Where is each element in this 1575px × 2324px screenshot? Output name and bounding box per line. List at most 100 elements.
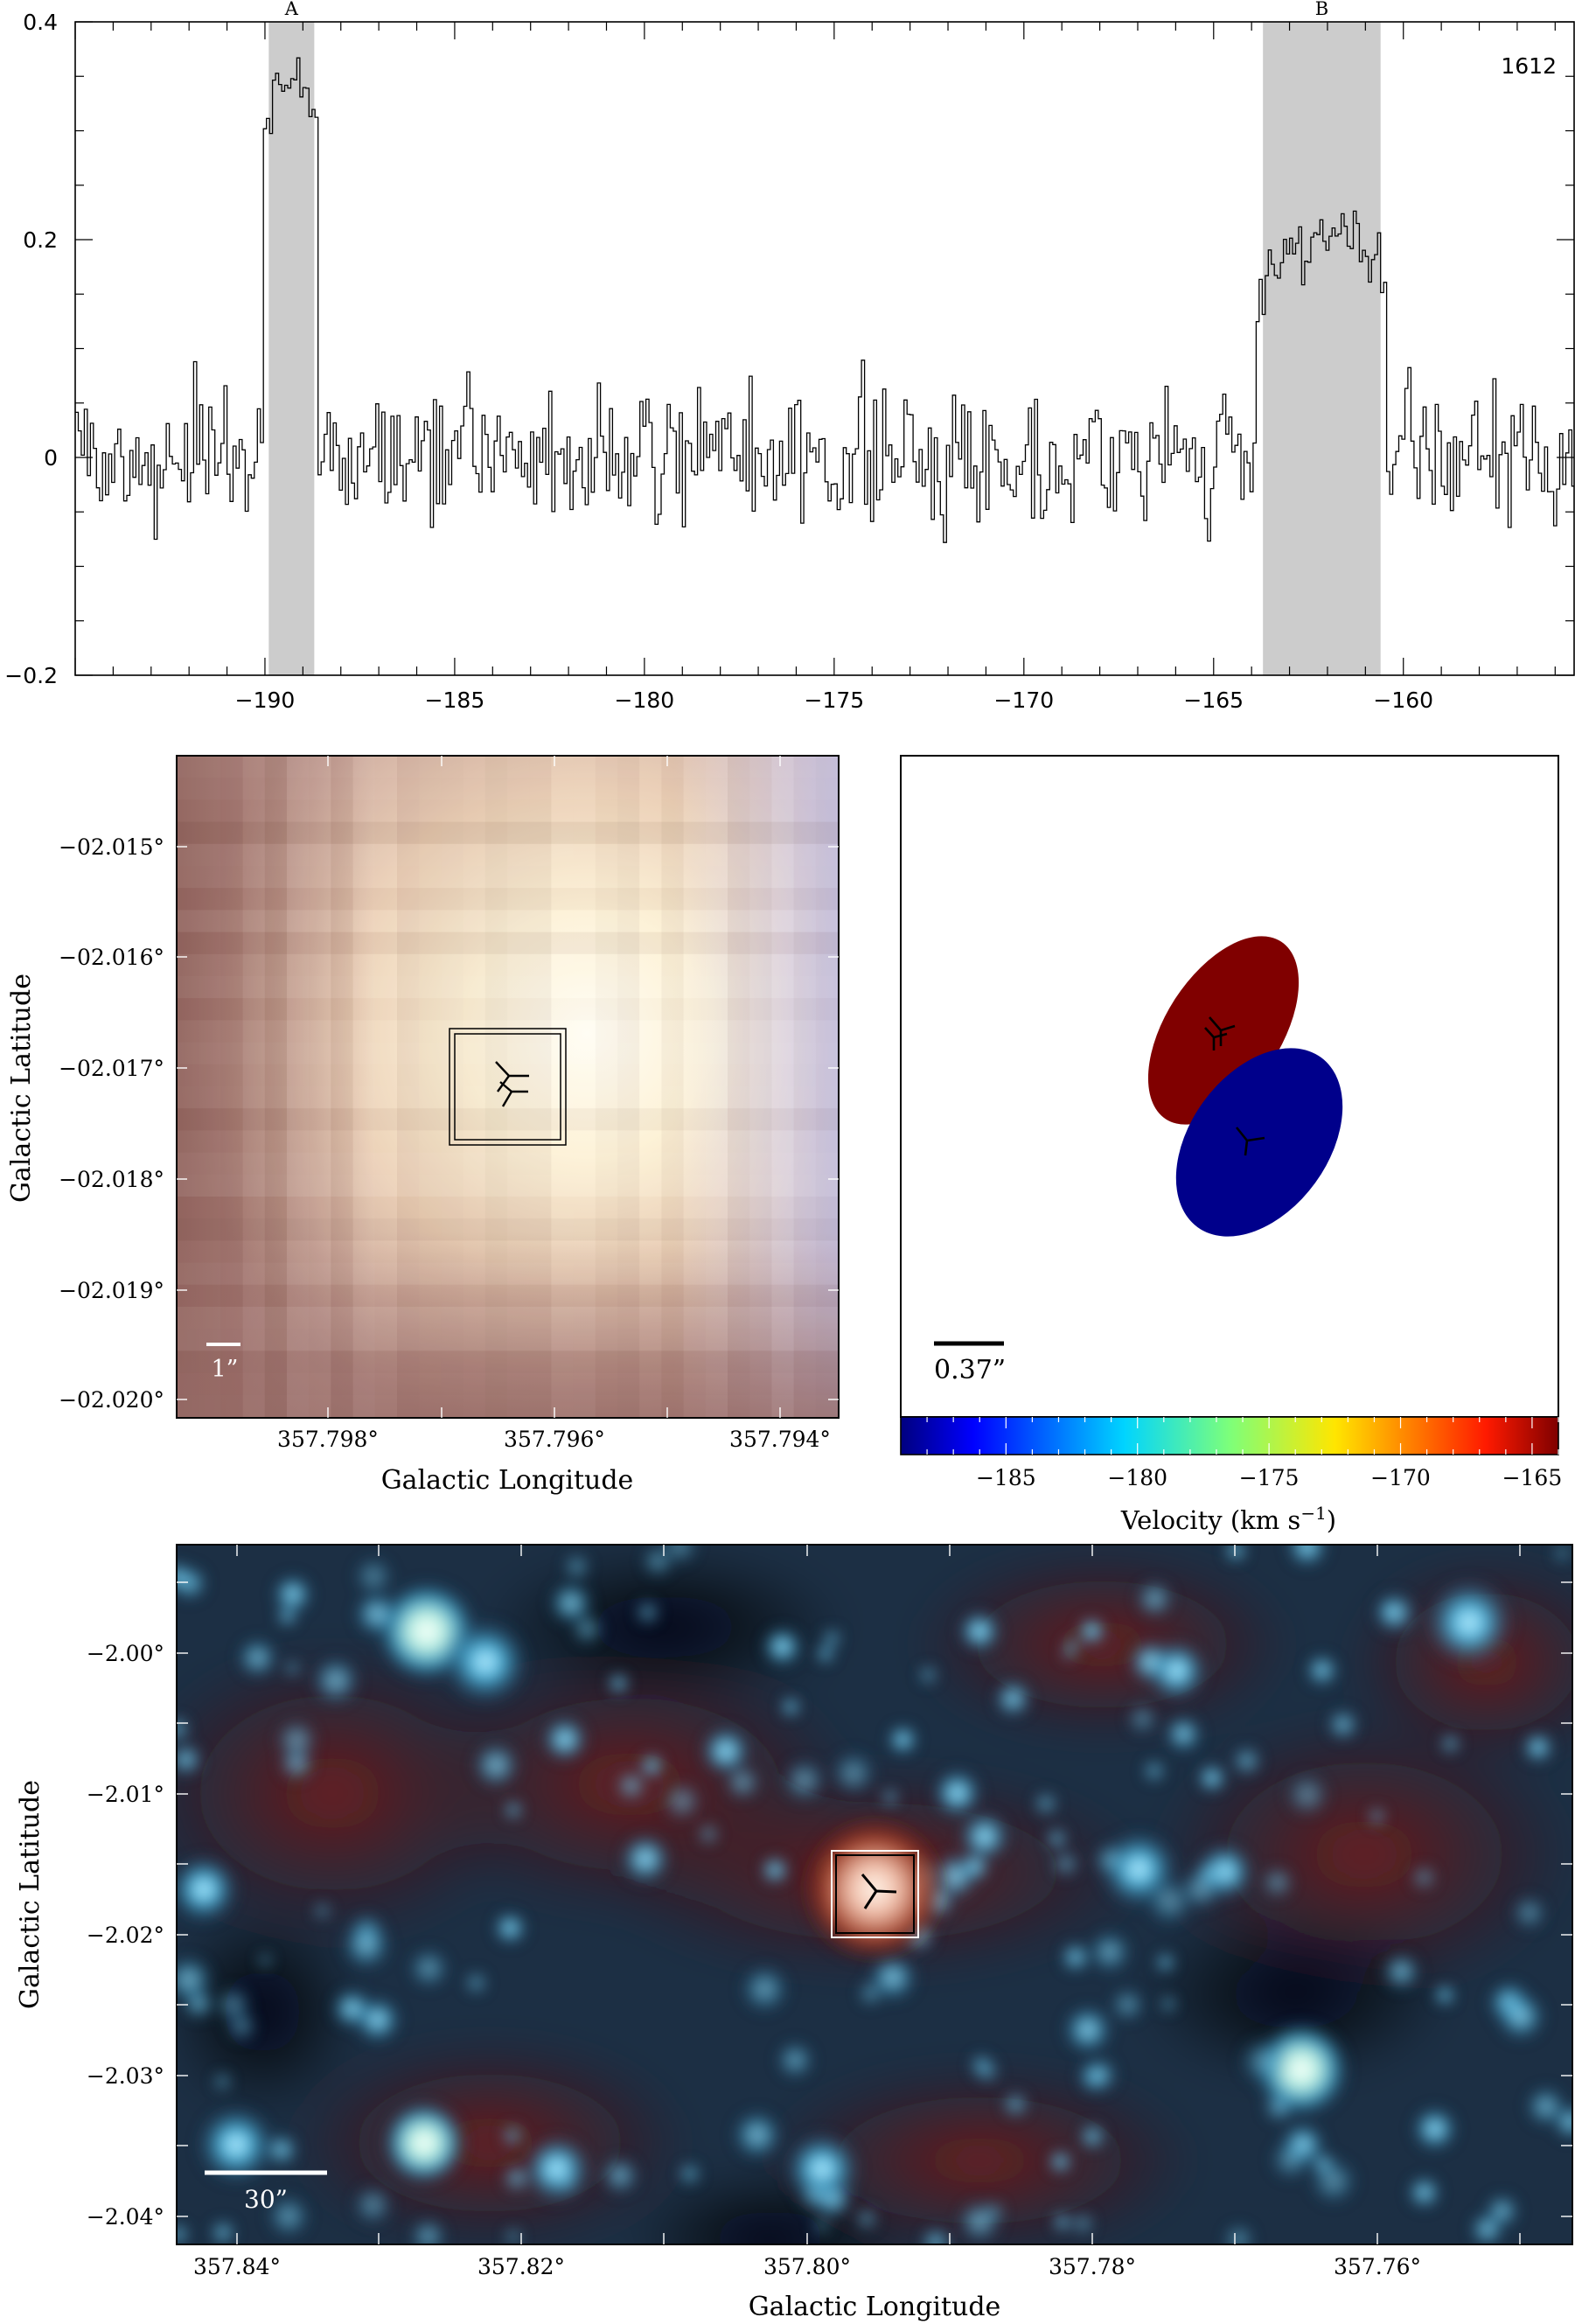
wide-y-tick-label: −2.03°: [87, 2063, 164, 2089]
star: [1044, 1826, 1070, 1852]
star: [815, 1644, 836, 1664]
star: [501, 2163, 532, 2194]
zoom-pixel-row: [177, 1373, 839, 1395]
zoom-pixel-column: [419, 756, 442, 1418]
star: [503, 2226, 524, 2244]
star: [569, 1611, 605, 1647]
star: [1050, 1849, 1081, 1879]
star: [1484, 2193, 1521, 2230]
wide-y-tick-label: −2.00°: [87, 1641, 164, 1666]
zoom-pixel-row: [177, 1130, 839, 1152]
zoom-pixel-row: [177, 932, 839, 954]
star: [1192, 1857, 1227, 1892]
star: [312, 1901, 332, 1921]
colorbar-ticks: [926, 1417, 1559, 1455]
wide-panel: 357.84° 357.82° 357.80° 357.78° 357.76° −2.0…: [15, 1544, 1573, 2322]
star: [177, 1715, 191, 1742]
zoom-x-tick-labels: 357.798° 357.796° 357.794°: [277, 1427, 831, 1452]
wide-y-axis-label: Galactic Latitude: [15, 1780, 45, 2009]
star: [1411, 2105, 1459, 2153]
zoom-pixel-column: [331, 756, 353, 1418]
wide-stars: [177, 1545, 1572, 2244]
zoom-y-tick-label: −02.016°: [59, 945, 164, 970]
star: [500, 2124, 525, 2147]
colorbar-tick-labels: −185 −180 −175 −170 −165: [976, 1465, 1562, 1490]
zoom-pixel-row: [177, 1350, 839, 1373]
zoom-pixel-column: [705, 756, 728, 1418]
zoom-pixel-column: [264, 756, 287, 1418]
zoom-pixel-row: [177, 1218, 839, 1241]
star: [1237, 2035, 1289, 2088]
star: [1127, 1638, 1174, 1685]
zoom-pixel-row: [177, 778, 839, 800]
star: [856, 1979, 885, 2007]
zoom-y-tick-label: −02.018°: [59, 1167, 164, 1192]
zoom-pixel-row: [177, 821, 839, 844]
star: [463, 1970, 489, 1996]
wide-x-tick-labels: 357.84° 357.82° 357.80° 357.78° 357.76°: [193, 2254, 1421, 2279]
star: [1510, 1894, 1549, 1932]
zoom-pixel-row: [177, 1307, 839, 1329]
star: [780, 1756, 828, 1804]
zoom-x-axis-label: Galactic Longitude: [381, 1465, 634, 1496]
zoom-pixel-column: [529, 756, 552, 1418]
star: [1032, 1790, 1059, 1818]
star: [633, 1598, 662, 1627]
zoom-y-tick-label: −02.020°: [59, 1387, 164, 1413]
star: [829, 1748, 878, 1797]
wide-x-tick-label: 357.84°: [193, 2254, 281, 2279]
wide-target-box-inner: [835, 1854, 915, 1934]
zoom-pixel-column: [815, 756, 838, 1418]
star: [1159, 1994, 1178, 2013]
red-component-marker-icon: [1204, 1016, 1236, 1050]
star: [1367, 1806, 1387, 1826]
colorbar-tick-label: −185: [976, 1465, 1036, 1490]
star: [351, 2183, 394, 2227]
zoom-pixel-row: [177, 843, 839, 866]
zoom-pixel-column: [441, 756, 463, 1418]
spectrum-x-tick-label: −190: [235, 687, 296, 713]
zoom-x-tick-label: 357.798°: [277, 1427, 379, 1452]
star: [1223, 1545, 1248, 1563]
spectrum-x-ticks: −190 −185 −180 −175 −170 −165 −160: [74, 22, 1556, 713]
zoom-pixel-column: [771, 756, 794, 1418]
star: [1144, 1875, 1195, 1928]
spectrum-x-tick-label: −180: [615, 687, 675, 713]
star: [1262, 2090, 1296, 2124]
star: [1439, 1732, 1462, 1755]
wide-x-tick-label: 357.78°: [1049, 2254, 1136, 2279]
star: [1141, 1758, 1167, 1783]
star: [271, 1574, 314, 1616]
zoom-pixel-row: [177, 954, 839, 976]
wide-y-tick-label: −2.01°: [87, 1782, 164, 1807]
star: [677, 2161, 702, 2187]
star: [196, 2104, 276, 2185]
zoom-pixel-column: [220, 756, 243, 1418]
star: [177, 1854, 239, 1924]
wide-x-tick-label: 357.82°: [477, 2254, 565, 2279]
zoom-y-tick-label: −02.015°: [59, 834, 164, 860]
zoom-pixel-row: [177, 1329, 839, 1351]
spectrum-label: 1612: [1501, 53, 1557, 79]
star: [619, 1832, 672, 1885]
zoom-scalebar-label: 1”: [212, 1356, 239, 1383]
colorbar: [900, 1416, 1559, 1455]
wide-image: [177, 1545, 1572, 2244]
shaded-region-a: [268, 22, 315, 675]
zoom-pixel-column: [287, 756, 310, 1418]
wide-target-box-outer: [831, 1850, 919, 1938]
star: [1063, 1635, 1083, 1655]
star: [522, 2134, 592, 2204]
star: [1091, 1840, 1130, 1879]
star: [471, 1741, 521, 1790]
zoom-bottom-shade: [177, 756, 839, 1418]
star: [1062, 2004, 1114, 2056]
zoom-pixel-column: [661, 756, 684, 1418]
star: [1048, 2149, 1073, 2174]
zoom-target-box-inner: [454, 1033, 561, 1141]
spectrum-panel: −190 −185 −180 −175 −170 −165 −160 −0.2 0 0.2 0.4…: [4, 0, 1575, 713]
star: [1154, 1951, 1176, 1974]
star: [1222, 2223, 1256, 2244]
zoom-y-axis-label: Galactic Latitude: [6, 974, 37, 1203]
